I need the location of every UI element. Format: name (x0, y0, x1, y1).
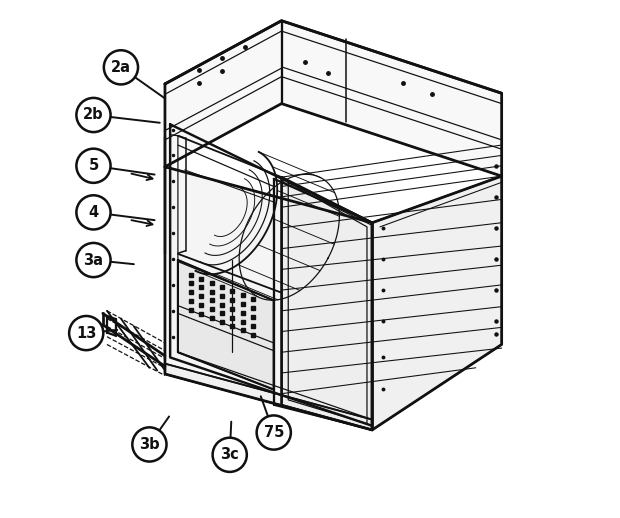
Polygon shape (281, 177, 372, 430)
Text: 13: 13 (76, 326, 97, 340)
Text: 75: 75 (264, 425, 284, 440)
Circle shape (76, 243, 110, 277)
Polygon shape (372, 176, 502, 430)
Circle shape (104, 50, 138, 84)
Circle shape (76, 195, 110, 229)
Circle shape (213, 438, 247, 472)
Text: 5: 5 (89, 159, 99, 173)
Text: 3a: 3a (84, 253, 104, 267)
Text: 3c: 3c (220, 448, 239, 462)
Text: 4: 4 (89, 205, 99, 220)
Text: eReplacementParts.com: eReplacementParts.com (200, 266, 420, 283)
Text: 3b: 3b (139, 437, 160, 452)
Text: 2b: 2b (83, 108, 104, 122)
Circle shape (132, 427, 167, 462)
Polygon shape (165, 364, 372, 430)
Circle shape (69, 316, 104, 350)
Circle shape (76, 98, 110, 132)
Circle shape (76, 149, 110, 183)
Polygon shape (178, 260, 274, 390)
Circle shape (257, 415, 291, 450)
Polygon shape (165, 167, 372, 430)
Polygon shape (165, 21, 502, 176)
Text: 2a: 2a (111, 60, 131, 75)
